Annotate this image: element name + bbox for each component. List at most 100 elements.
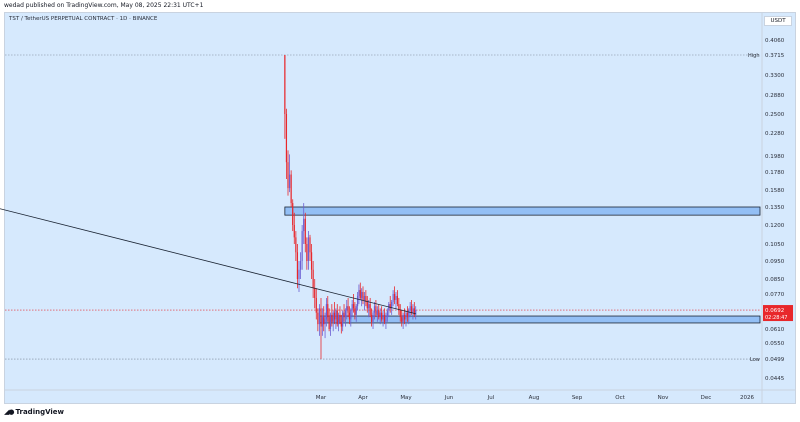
candle-body — [324, 319, 326, 325]
candle-body — [395, 295, 397, 300]
candle-body — [292, 203, 294, 225]
candle-body — [343, 312, 345, 318]
candle-body — [359, 290, 361, 298]
candle-body — [408, 310, 410, 318]
low-label: Low — [750, 357, 760, 363]
y-tick-label: 0.3300 — [765, 73, 785, 79]
x-tick-label: 2026 — [740, 395, 754, 401]
candle-body — [304, 218, 306, 244]
tradingview-mark-icon: ◢● — [4, 408, 14, 416]
current-price-tag — [763, 305, 793, 322]
candle-body — [379, 312, 381, 318]
candle-body — [327, 304, 329, 318]
candle-body — [410, 306, 413, 313]
currency-button[interactable]: USDT — [764, 16, 792, 26]
brand-label: TradingView — [15, 408, 65, 416]
candle-body — [320, 308, 322, 327]
candle-body — [389, 304, 391, 309]
candle-body — [296, 252, 299, 279]
y-tick-label: 0.0445 — [765, 376, 785, 382]
candle-body — [369, 304, 371, 315]
candle-body — [332, 312, 334, 322]
candle-body — [285, 114, 288, 163]
candle-body — [338, 314, 340, 325]
y-tick-label: 0.0610 — [765, 327, 785, 333]
y-tick-label: 0.1580 — [765, 188, 785, 194]
candle-body — [409, 306, 411, 311]
candle-body — [398, 304, 400, 311]
candle-body — [406, 312, 408, 318]
candle-body — [323, 317, 325, 325]
x-tick-label: Sep — [572, 395, 583, 401]
y-tick-label: 0.1350 — [765, 205, 785, 211]
candle-body — [361, 292, 363, 298]
candle-body — [310, 252, 313, 270]
candle-body — [307, 237, 310, 261]
current-price-value: 0.0692 — [765, 308, 784, 314]
candle-body — [381, 312, 383, 320]
candle-body — [403, 314, 406, 320]
candle-body — [351, 304, 353, 311]
candle-body — [284, 54, 286, 114]
candle-body — [413, 308, 415, 315]
candle-body — [314, 288, 316, 298]
candle-body — [315, 297, 317, 313]
axis-layer: 0.4060 0.3300 0.2880 0.2500 0.2280 0.1980 0.17… — [5, 13, 795, 403]
candle-body — [371, 314, 373, 322]
candle-body — [317, 312, 319, 325]
candle-body — [299, 261, 302, 270]
y-tick-label: 0.0950 — [765, 259, 785, 265]
x-tick-label: Jun — [444, 395, 454, 401]
candle-body — [412, 308, 414, 313]
candle-body — [329, 314, 332, 329]
candle-body — [342, 312, 344, 327]
candle-body — [376, 310, 378, 315]
candle-body — [318, 308, 321, 325]
candle-body — [366, 302, 368, 309]
candle-body — [399, 310, 401, 318]
candle-body — [298, 269, 300, 279]
candle-body — [396, 295, 398, 305]
candle-body — [372, 312, 374, 322]
y-tick-label: 0.1200 — [765, 223, 785, 229]
candle-body — [309, 237, 311, 253]
candle-body — [383, 314, 386, 322]
candle-body — [339, 314, 341, 322]
candle-body — [301, 231, 303, 261]
candle-body — [393, 294, 396, 300]
y-tick-label: 0.0770 — [765, 292, 785, 298]
symbol-title[interactable]: TST / TetherUS PERPETUAL CONTRACT · 1D ·… — [9, 16, 158, 22]
x-tick-label: Oct — [615, 395, 625, 401]
candle-body — [355, 306, 357, 315]
x-tick-label: Aug — [529, 395, 540, 401]
candle-body — [290, 174, 292, 204]
candle-body — [356, 295, 359, 307]
candle-body — [336, 310, 338, 325]
x-tick-label: Mar — [316, 395, 327, 401]
candle-body — [333, 312, 336, 320]
candle-body — [368, 304, 370, 309]
candle-body — [405, 312, 407, 320]
candle-body — [348, 312, 351, 320]
y-tick-label: 0.4060 — [765, 38, 785, 44]
candle-body — [344, 310, 346, 318]
candle-body — [362, 292, 364, 300]
tradingview-logo[interactable]: ◢● TradingView — [4, 408, 64, 416]
candle-body — [392, 294, 394, 303]
x-tick-label: Dec — [701, 395, 712, 401]
y-tick-label: 0.1780 — [765, 170, 785, 176]
candle-body — [306, 244, 308, 261]
candle-body — [363, 295, 366, 300]
candle-body — [288, 174, 291, 189]
arrow-layer — [0, 208, 416, 315]
candle-body — [415, 310, 417, 315]
candle-body — [350, 310, 352, 320]
candle-body — [391, 302, 393, 309]
candle-body — [347, 306, 349, 313]
candle-body — [385, 317, 387, 322]
candle-body — [328, 317, 330, 329]
high-value: 0.3715 — [765, 53, 785, 59]
candle-body — [358, 290, 360, 296]
y-tick-label: 0.2280 — [765, 131, 785, 137]
